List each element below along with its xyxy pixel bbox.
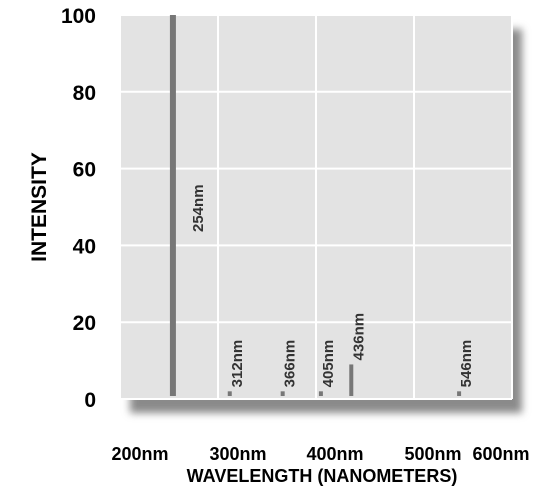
- y-tick-label: 80: [73, 82, 96, 105]
- spectral-line-label: 366nm: [282, 340, 299, 388]
- y-tick-label: 0: [84, 389, 96, 412]
- y-tick-label: 100: [61, 5, 96, 28]
- x-axis-ticks: 200nm 300nm 400nm 500nm 600nm: [111, 444, 529, 464]
- x-axis-title: WAVELENGTH (NANOMETERS): [187, 466, 458, 486]
- spectral-line-405nm: [318, 391, 323, 396]
- y-tick-label: 60: [73, 159, 96, 182]
- x-tick-label: 300nm: [209, 444, 266, 464]
- spectral-line-546nm: [457, 391, 462, 396]
- x-tick-label: 200nm: [111, 444, 168, 464]
- gridlines: [119, 14, 513, 400]
- y-axis-title: INTENSITY: [28, 152, 51, 262]
- spectral-line-label: 254nm: [190, 184, 207, 232]
- spectral-line-label: 405nm: [320, 340, 337, 388]
- spectral-lines: [169, 15, 462, 396]
- spectral-line-label: 312nm: [229, 340, 246, 388]
- y-tick-label: 20: [73, 312, 96, 335]
- spectral-line-label: 436nm: [350, 313, 367, 361]
- spectral-line-312nm: [227, 391, 232, 396]
- spectral-line-labels: 254nm 312nm 366nm 405nm 436nm 546nm: [190, 184, 475, 387]
- x-tick-label: 400nm: [306, 444, 363, 464]
- spectral-line-436nm: [349, 364, 354, 396]
- spectral-line-label: 546nm: [458, 340, 475, 388]
- x-tick-label: 600nm: [472, 444, 529, 464]
- y-tick-label: 40: [73, 235, 96, 258]
- x-tick-label: 500nm: [404, 444, 461, 464]
- spectral-line-254nm: [169, 15, 176, 396]
- y-axis-ticks: 0 20 40 60 80 100: [61, 5, 96, 412]
- spectral-line-366nm: [280, 391, 285, 396]
